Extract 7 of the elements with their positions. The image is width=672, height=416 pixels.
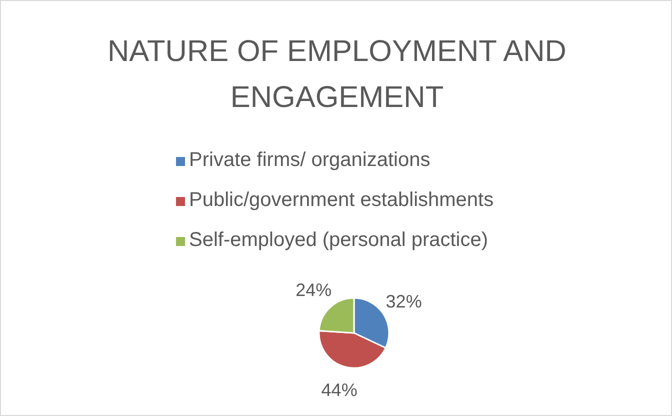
legend-label: Private firms/ organizations <box>189 149 430 171</box>
data-label: 32% <box>386 291 422 312</box>
data-label: 24% <box>296 280 332 300</box>
chart-title: NATURE OF EMPLOYMENT AND ENGAGEMENT <box>106 34 568 116</box>
legend-label: Self-employed (personal practice) <box>189 229 488 251</box>
data-label: 44% <box>321 380 358 400</box>
legend-label: Public/government establishments <box>189 189 494 211</box>
